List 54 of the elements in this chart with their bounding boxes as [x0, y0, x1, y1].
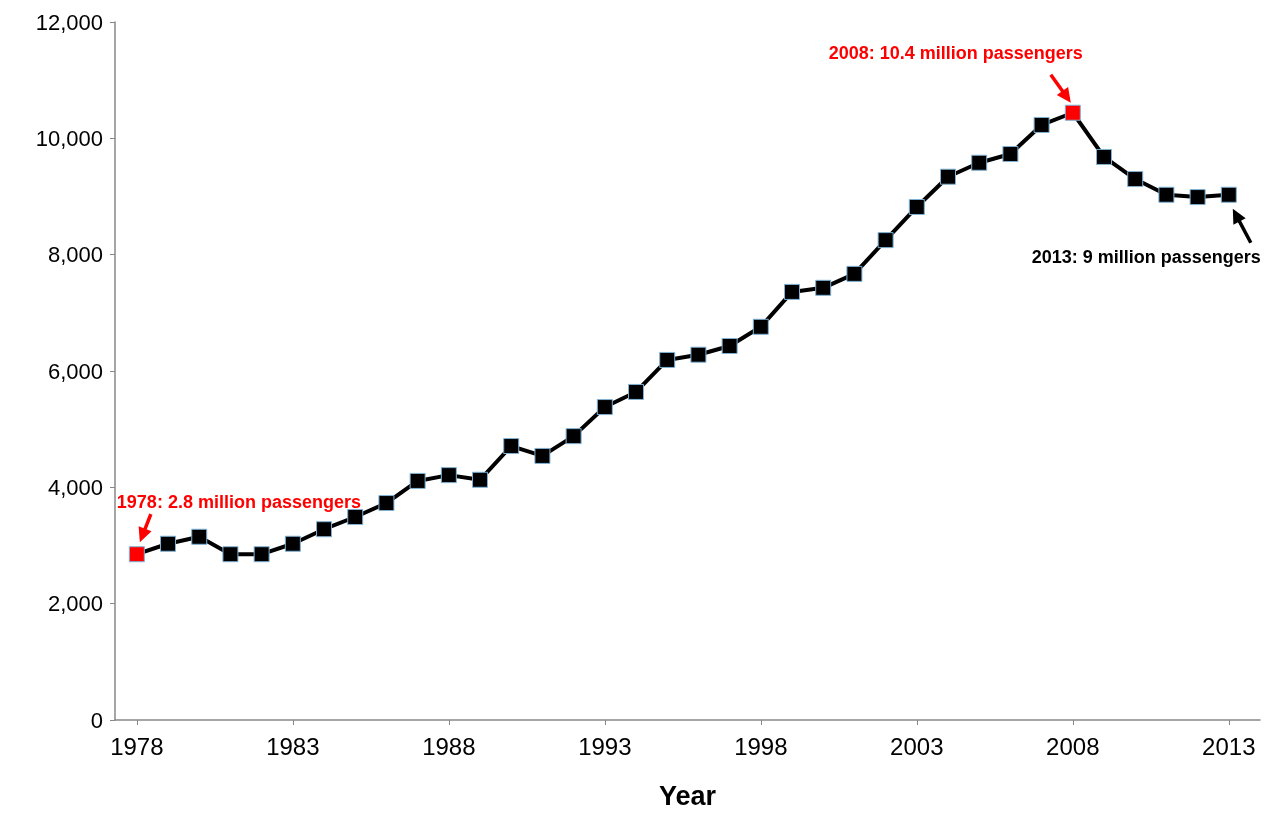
x-tick-label: 1988	[422, 732, 476, 760]
point	[284, 535, 301, 552]
point	[690, 346, 707, 363]
point	[440, 467, 457, 484]
y-tick-label: 4,000	[47, 474, 103, 500]
point	[877, 232, 894, 249]
point	[752, 318, 769, 335]
point	[1158, 186, 1175, 203]
y-tick-label: 6,000	[47, 358, 103, 384]
point	[565, 428, 582, 445]
point	[659, 351, 676, 368]
x-tick-label: 2013	[1202, 732, 1256, 760]
point	[1220, 186, 1237, 203]
point	[1096, 148, 1113, 165]
x-tick-label: 2008	[1046, 732, 1100, 760]
annotation: 2008: 10.4 million passengers	[828, 42, 1083, 63]
point	[784, 283, 801, 300]
point	[253, 546, 270, 563]
point	[1064, 104, 1081, 121]
point	[316, 521, 333, 538]
point	[503, 438, 520, 455]
point	[191, 528, 208, 545]
y-tick-label: 8,000	[47, 242, 103, 268]
point	[1189, 189, 1206, 206]
point	[940, 168, 957, 185]
point	[160, 535, 177, 552]
point	[534, 447, 551, 464]
point	[908, 198, 925, 215]
point	[409, 472, 426, 489]
y-tick-label: 2,000	[47, 591, 103, 617]
point	[1033, 116, 1050, 133]
x-tick-label: 1978	[110, 732, 164, 760]
point	[721, 337, 738, 354]
point	[222, 546, 239, 563]
x-tick-label: 1993	[578, 732, 632, 760]
point	[128, 546, 145, 563]
annotation: 1978: 2.8 million passengers	[116, 492, 361, 513]
point	[628, 383, 645, 400]
y-tick-label: 10,000	[35, 125, 103, 151]
x-axis-title: Year	[658, 780, 717, 811]
annotation: 2013: 9 million passengers	[1031, 246, 1261, 267]
point	[378, 495, 395, 512]
x-tick-label: 1983	[266, 732, 320, 760]
y-tick-label: 0	[90, 707, 103, 733]
point	[1127, 171, 1144, 188]
point	[472, 471, 489, 488]
point	[815, 279, 832, 296]
point	[846, 265, 863, 282]
point	[971, 154, 988, 171]
point	[1002, 146, 1019, 163]
x-tick-label: 2003	[890, 732, 944, 760]
y-tick-label: 12,000	[35, 9, 103, 35]
point	[596, 399, 613, 416]
x-tick-label: 1998	[734, 732, 788, 760]
